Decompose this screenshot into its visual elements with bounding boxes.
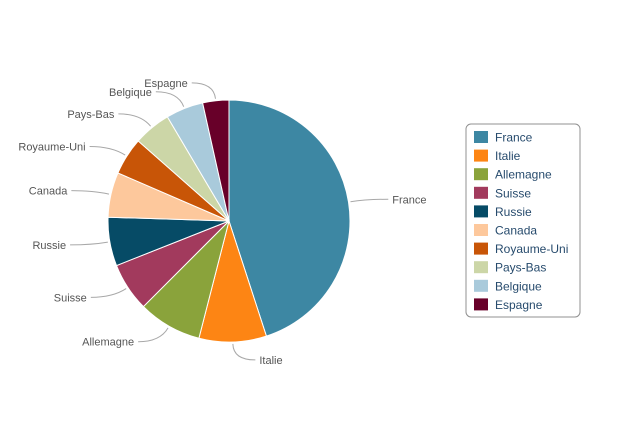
legend-swatch-belgique [474,279,488,292]
legend-label-pays-bas: Pays-Bas [495,261,546,275]
legend-item-france[interactable]: France [474,131,533,145]
legend-item-belgique[interactable]: Belgique [474,279,542,293]
legend-swatch-royaume-uni [474,242,488,255]
legend-swatch-france [474,131,488,143]
legend-swatch-russie [474,205,488,218]
label-suisse: Suisse [54,292,87,304]
slice-france[interactable] [228,99,351,337]
label-royaume-uni: Royaume-Uni [18,142,85,154]
slice-labels: France Italie Allemagne Suisse Russie Canada R… [18,78,426,367]
label-belgique: Belgique [109,87,152,99]
legend-swatch-allemagne [474,168,488,181]
label-pays-bas: Pays-Bas [67,109,115,121]
legend-label-canada: Canada [495,224,537,238]
legend-label-russie: Russie [495,205,532,219]
label-connectors [70,82,389,361]
legend-item-allemagne[interactable]: Allemagne [474,168,552,182]
connector-espagne [191,82,216,99]
label-allemagne: Allemagne [82,337,134,349]
legend-swatch-pays-bas [474,261,488,274]
legend-label-france: France [495,131,533,145]
label-russie: Russie [32,240,66,252]
legend-items: France Italie Allemagne Suisse Russie Canada R… [474,131,568,312]
legend-swatch-suisse [474,186,488,199]
connector-russie [70,241,108,246]
legend: France Italie Allemagne Suisse Russie Canada R… [465,123,581,318]
label-italie: Italie [259,355,282,367]
legend-label-suisse: Suisse [495,186,531,200]
connector-france [350,198,389,203]
legend-swatch-italie [474,149,488,162]
slice-espagne[interactable] [202,99,230,222]
label-france: France [392,194,426,206]
connector-allemagne [138,327,169,343]
legend-item-royaume-uni[interactable]: Royaume-Uni [474,242,568,256]
legend-item-pays-bas[interactable]: Pays-Bas [474,261,546,275]
legend-item-espagne[interactable]: Espagne [474,298,543,312]
label-espagne: Espagne [144,78,187,90]
legend-item-canada[interactable]: Canada [474,224,537,238]
legend-label-espagne: Espagne [495,298,543,312]
pie-slices [107,99,351,343]
legend-item-suisse[interactable]: Suisse [474,186,531,200]
legend-item-italie[interactable]: Italie [474,149,521,163]
connector-suisse [90,288,127,298]
legend-box [465,123,581,318]
legend-swatch-canada [474,224,488,236]
connector-italie [232,343,256,361]
legend-label-italie: Italie [495,149,521,163]
legend-label-belgique: Belgique [495,279,542,293]
connector-royaume-uni [89,146,126,156]
legend-label-royaume-uni: Royaume-Uni [495,242,568,256]
connector-pays-bas [118,113,151,127]
connector-belgique [155,91,185,107]
legend-item-russie[interactable]: Russie [474,205,532,219]
legend-swatch-espagne [474,298,488,311]
label-canada: Canada [29,186,68,198]
connector-canada [71,190,110,195]
legend-label-allemagne: Allemagne [495,168,552,182]
